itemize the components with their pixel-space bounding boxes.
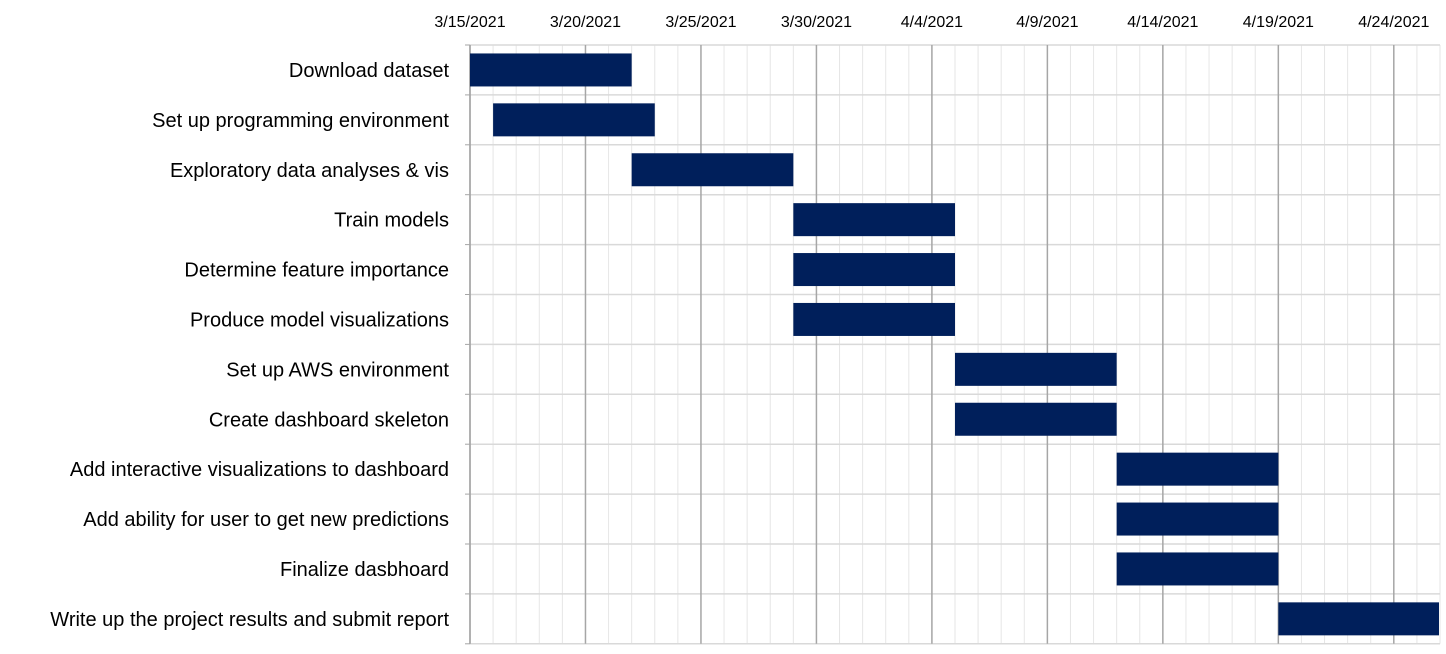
task-label: Determine feature importance [184,260,449,282]
task-bars [470,53,1439,636]
x-tick-label: 4/14/2021 [1127,14,1198,31]
task-bar [493,103,655,137]
task-bar [793,302,955,336]
task-bar [1116,552,1279,586]
task-label: Download dataset [289,60,450,82]
task-bar [955,402,1117,436]
task-bar [470,53,632,87]
task-labels: Download dataset Set up programming envir… [50,60,449,631]
x-tick-label: 4/19/2021 [1243,14,1314,31]
task-bar [955,352,1117,386]
task-bar [793,253,955,287]
task-label: Finalize dasbhoard [280,559,449,581]
task-label: Create dashboard skeleton [209,409,449,431]
task-bar [1116,452,1279,486]
x-tick-label: 4/24/2021 [1358,14,1429,31]
task-label: Add ability for user to get new predicti… [83,509,449,531]
task-label: Write up the project results and submit … [50,609,449,631]
x-tick-label: 4/9/2021 [1016,14,1078,31]
task-label: Set up programming environment [152,110,449,132]
task-label: Set up AWS environment [226,359,449,381]
x-tick-label: 4/4/2021 [901,14,963,31]
date-axis: 3/15/2021 3/20/2021 3/25/2021 3/30/2021 4/4/… [434,14,1429,31]
x-tick-label: 3/25/2021 [665,14,736,31]
task-label: Add interactive visualizations to dashbo… [70,459,449,481]
major-gridlines [469,45,1395,644]
task-label: Exploratory data analyses & vis [170,160,449,182]
task-bar [793,203,955,237]
x-tick-label: 3/20/2021 [550,14,621,31]
task-bar [1116,502,1279,536]
task-bar [1278,602,1439,636]
task-label: Produce model visualizations [190,309,449,331]
x-tick-label: 3/30/2021 [781,14,852,31]
x-tick-label: 3/15/2021 [434,14,505,31]
task-label: Train models [334,210,449,232]
task-bar [631,153,794,187]
